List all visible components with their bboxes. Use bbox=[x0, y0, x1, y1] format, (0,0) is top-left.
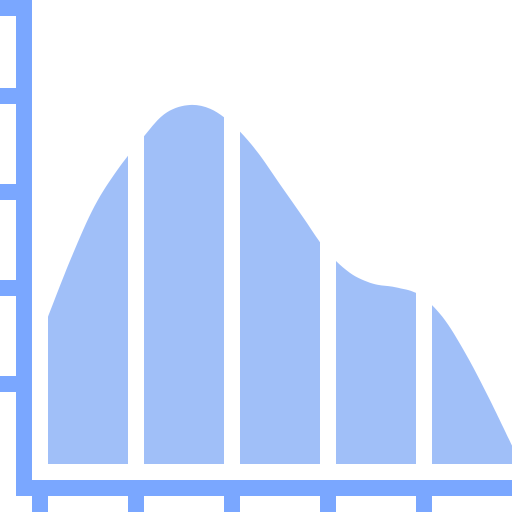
y-axis-top-cap bbox=[0, 0, 32, 16]
y-tick-2 bbox=[0, 280, 32, 296]
y-tick-3 bbox=[0, 184, 32, 200]
area-segment-3 bbox=[240, 131, 320, 464]
area-segment-1 bbox=[48, 155, 128, 464]
area-segment-5 bbox=[432, 305, 512, 464]
x-tick-5 bbox=[416, 480, 432, 512]
x-tick-2 bbox=[128, 480, 144, 512]
y-axis-ticks bbox=[0, 0, 32, 392]
x-tick-1 bbox=[32, 480, 48, 512]
x-tick-4 bbox=[320, 480, 336, 512]
x-tick-3 bbox=[224, 480, 240, 512]
area-segment-2 bbox=[144, 104, 224, 464]
x-axis-line bbox=[16, 480, 512, 496]
area-segments bbox=[48, 104, 512, 464]
y-axis-line bbox=[16, 0, 32, 496]
y-tick-4 bbox=[0, 88, 32, 104]
area-segment-4 bbox=[336, 261, 416, 464]
y-tick-1 bbox=[0, 376, 32, 392]
x-axis-ticks bbox=[32, 480, 432, 512]
